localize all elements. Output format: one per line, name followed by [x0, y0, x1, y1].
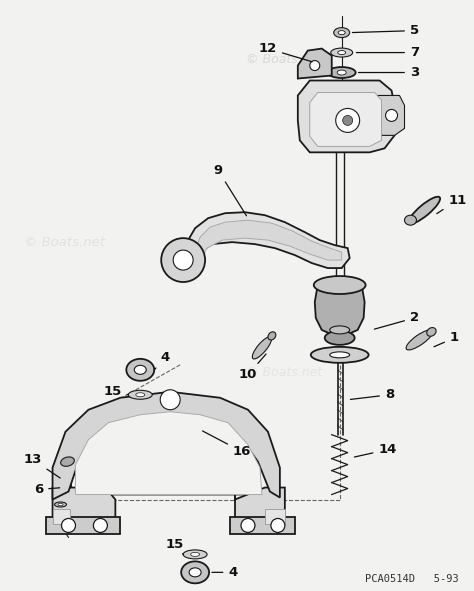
Text: 7: 7 — [356, 46, 419, 59]
Polygon shape — [75, 412, 262, 495]
Ellipse shape — [337, 51, 346, 54]
Ellipse shape — [328, 67, 356, 78]
Text: © Boats.net: © Boats.net — [246, 366, 323, 379]
Text: 3: 3 — [358, 66, 419, 79]
Text: 15: 15 — [103, 385, 128, 398]
Circle shape — [161, 238, 205, 282]
Ellipse shape — [330, 352, 350, 358]
Text: 1: 1 — [434, 332, 459, 347]
Circle shape — [173, 250, 193, 270]
Ellipse shape — [338, 31, 345, 35]
Ellipse shape — [191, 553, 200, 556]
Text: 11: 11 — [437, 194, 466, 214]
Circle shape — [160, 390, 180, 410]
Polygon shape — [235, 488, 285, 524]
Polygon shape — [378, 96, 404, 135]
Ellipse shape — [128, 390, 152, 400]
Polygon shape — [265, 509, 285, 524]
Circle shape — [241, 518, 255, 532]
Text: 13: 13 — [23, 453, 60, 478]
Ellipse shape — [406, 330, 433, 350]
Circle shape — [93, 518, 108, 532]
Polygon shape — [53, 488, 115, 524]
Circle shape — [343, 115, 353, 125]
Ellipse shape — [127, 359, 154, 381]
Ellipse shape — [325, 331, 355, 345]
Polygon shape — [46, 518, 120, 534]
Circle shape — [385, 109, 398, 121]
Circle shape — [62, 518, 75, 532]
Text: © Boats.net: © Boats.net — [24, 236, 105, 249]
Circle shape — [336, 108, 360, 132]
Ellipse shape — [330, 326, 350, 334]
Ellipse shape — [189, 568, 201, 577]
Text: PCA0514D   5-93: PCA0514D 5-93 — [365, 574, 459, 584]
Ellipse shape — [409, 197, 440, 224]
Ellipse shape — [334, 28, 350, 38]
Circle shape — [310, 60, 320, 70]
Ellipse shape — [136, 393, 145, 397]
Text: 9: 9 — [213, 164, 246, 216]
Ellipse shape — [55, 502, 66, 507]
Text: 8: 8 — [350, 388, 394, 401]
Ellipse shape — [404, 215, 417, 225]
Text: 4: 4 — [154, 352, 170, 370]
Ellipse shape — [314, 276, 365, 294]
Ellipse shape — [58, 504, 63, 506]
Polygon shape — [195, 220, 342, 272]
Ellipse shape — [183, 550, 207, 559]
Polygon shape — [298, 48, 332, 79]
Polygon shape — [180, 212, 350, 278]
Text: 14: 14 — [355, 443, 397, 457]
Polygon shape — [310, 92, 382, 147]
Ellipse shape — [181, 561, 209, 583]
Ellipse shape — [268, 332, 276, 340]
Polygon shape — [298, 80, 394, 152]
Ellipse shape — [252, 337, 272, 359]
Text: 15: 15 — [166, 538, 184, 554]
Ellipse shape — [427, 327, 436, 336]
Ellipse shape — [331, 48, 353, 57]
Text: 5: 5 — [353, 24, 419, 37]
Text: © Boats.net: © Boats.net — [246, 53, 323, 66]
Text: 10: 10 — [239, 354, 266, 381]
Circle shape — [271, 518, 285, 532]
Text: 6: 6 — [34, 483, 60, 496]
Polygon shape — [230, 518, 295, 534]
Ellipse shape — [134, 365, 146, 374]
Polygon shape — [53, 509, 71, 524]
Ellipse shape — [337, 70, 346, 75]
Polygon shape — [53, 392, 280, 499]
Text: 4: 4 — [212, 566, 237, 579]
Ellipse shape — [61, 457, 74, 466]
Text: 16: 16 — [202, 431, 251, 458]
Ellipse shape — [311, 347, 369, 363]
Text: 2: 2 — [374, 311, 419, 329]
Text: 12: 12 — [259, 42, 312, 61]
Text: © Boats.net: © Boats.net — [246, 53, 323, 66]
Polygon shape — [315, 285, 365, 338]
